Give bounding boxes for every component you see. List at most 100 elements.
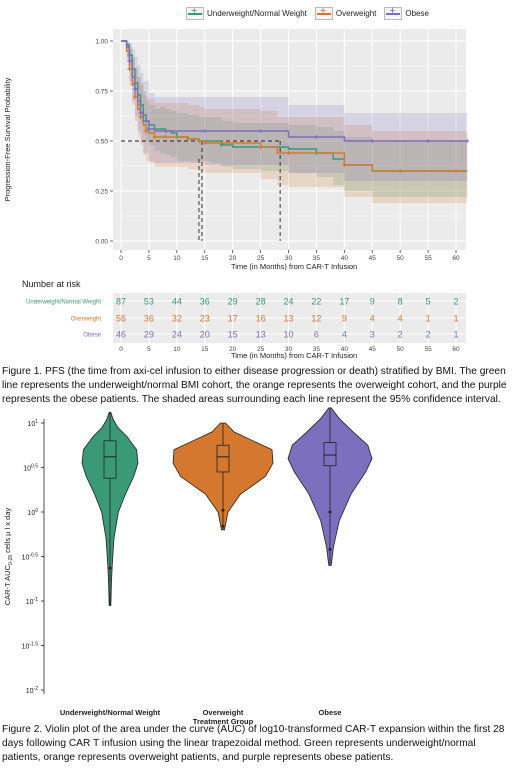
legend-label-underweight: Underweight/Normal Weight <box>207 9 307 18</box>
risk-cell: 13 <box>283 314 293 324</box>
risk-cell: 28 <box>256 297 266 307</box>
violin-y-tick-label: 10-1 <box>26 597 38 606</box>
risk-cell: 6 <box>314 330 319 340</box>
legend-label-obese: Obese <box>405 9 429 18</box>
risk-table-title: Number at risk <box>22 279 81 289</box>
risk-cell: 87 <box>116 297 126 307</box>
km-x-tick-label: 25 <box>257 255 265 262</box>
km-censor-mark <box>202 141 207 145</box>
risk-row-label-0: Underweight/Normal Weight <box>26 300 101 306</box>
violin-outlier <box>328 510 332 514</box>
km-ci-band-1 <box>121 41 468 203</box>
km-x-tick-label: 60 <box>452 255 460 262</box>
violin-category-label-0: Underweight/Normal Weight <box>60 708 161 717</box>
figure1-caption: Figure 1. PFS (the time from axi-cel inf… <box>2 366 507 405</box>
km-x-tick-label: 35 <box>313 255 321 262</box>
legend-item-overweight: Overweight <box>314 5 377 20</box>
km-censor-mark <box>370 139 375 143</box>
risk-cell: 8 <box>398 297 403 307</box>
violin-outlier <box>108 566 112 570</box>
risk-cell: 23 <box>200 314 210 324</box>
risk-cell: 16 <box>256 314 266 324</box>
risk-cell: 3 <box>370 330 375 340</box>
violin-box-1 <box>216 444 230 473</box>
km-y-tick-label: 0.50 <box>95 139 108 146</box>
violin-x-axis-label: Treatment Group <box>193 717 254 726</box>
km-ci-band-2 <box>121 41 468 181</box>
km-censor-mark <box>314 135 319 139</box>
risk-cell: 2 <box>426 330 431 340</box>
risk-cell: 17 <box>339 297 349 307</box>
risk-cell: 29 <box>144 330 154 340</box>
km-censor-mark <box>132 87 137 91</box>
legend-label-overweight: Overweight <box>335 9 377 18</box>
risk-cell: 4 <box>342 330 347 340</box>
risk-x-tick-label: 5 <box>147 346 151 353</box>
violin-y-tick-label: 10-1.5 <box>22 642 39 651</box>
risk-x-tick-label: 30 <box>285 346 293 353</box>
risk-x-tick-label: 25 <box>257 346 265 353</box>
violin-y-tick-label: 100.5 <box>23 464 38 473</box>
legend-key-purple <box>384 5 403 20</box>
risk-x-tick-label: 10 <box>173 346 181 353</box>
violin-box-0 <box>103 440 117 479</box>
risk-x-tick-label: 15 <box>201 346 209 353</box>
km-y-axis-label: Progression-Free Survival Probability <box>3 77 12 201</box>
figure2-caption: Figure 2. Violin plot of the area under … <box>2 724 505 763</box>
km-censor-mark <box>127 67 132 71</box>
km-censor-mark <box>144 129 149 133</box>
risk-cell: 46 <box>116 330 126 340</box>
risk-x-tick-label: 45 <box>369 346 377 353</box>
risk-cell: 53 <box>144 297 154 307</box>
risk-cell: 29 <box>228 297 238 307</box>
km-censor-mark <box>342 163 347 167</box>
km-y-tick-label: 0.00 <box>95 239 108 246</box>
risk-cell: 9 <box>342 314 347 324</box>
risk-cell: 17 <box>228 314 238 324</box>
risk-cell: 56 <box>116 314 126 324</box>
km-censor-mark <box>465 139 470 143</box>
risk-x-tick-label: 55 <box>424 346 432 353</box>
legend-item-underweight: Underweight/Normal Weight <box>186 5 307 20</box>
km-censor-mark <box>163 129 168 133</box>
km-censor-mark <box>138 111 143 115</box>
risk-cell: 12 <box>311 314 321 324</box>
risk-table: Number at risk Underweight/Normal Weight 8… <box>22 279 466 360</box>
risk-cell: 4 <box>370 314 375 324</box>
km-x-tick-label: 30 <box>285 255 293 262</box>
km-censor-mark <box>186 137 190 141</box>
legend-key-green <box>186 5 204 20</box>
km-y-tick-label: 0.25 <box>95 189 108 196</box>
risk-cell: 2 <box>453 297 458 307</box>
km-censor-mark <box>286 151 291 155</box>
risk-x-axis-label: Time (in Months) from CAR-T Infusion <box>231 351 357 360</box>
risk-cell: 1 <box>453 314 458 324</box>
risk-cell: 13 <box>256 330 266 340</box>
risk-x-tick-label: 0 <box>119 346 123 353</box>
km-y-tick-label: 1.00 <box>95 39 108 46</box>
violin-outlier <box>328 547 332 551</box>
violin-y-tick-label: 101 <box>27 419 38 428</box>
km-x-axis-label: Time (in Months) from CAR-T Infusion <box>231 262 357 271</box>
risk-cell: 10 <box>283 330 293 340</box>
risk-cell: 1 <box>426 314 431 324</box>
km-censor-mark <box>127 59 132 63</box>
legend-item-obese: Obese <box>384 5 429 20</box>
km-x-tick-label: 40 <box>341 255 349 262</box>
risk-x-tick-label: 60 <box>452 346 460 353</box>
km-censor-mark <box>163 135 168 139</box>
km-censor-mark <box>138 115 143 119</box>
risk-cell: 24 <box>283 297 293 307</box>
km-x-tick-label: 15 <box>201 255 209 262</box>
km-x-tick-label: 0 <box>119 255 123 262</box>
km-censor-mark <box>132 95 137 99</box>
violin-outlier <box>221 508 225 512</box>
violin-category-label-1: Overweight <box>203 708 244 717</box>
km-curve-2 <box>121 40 468 142</box>
risk-x-tick-label: 50 <box>397 346 405 353</box>
risk-cell: 36 <box>200 297 210 307</box>
km-plot: 0.00 0.25 0.50 0.75 1.00 0 5 10 15 20 25 30 35 40 45 50… <box>3 29 470 271</box>
violin-y-tick-label: 100 <box>27 508 38 517</box>
km-censor-mark <box>146 127 151 131</box>
risk-x-tick-label: 20 <box>229 346 237 353</box>
